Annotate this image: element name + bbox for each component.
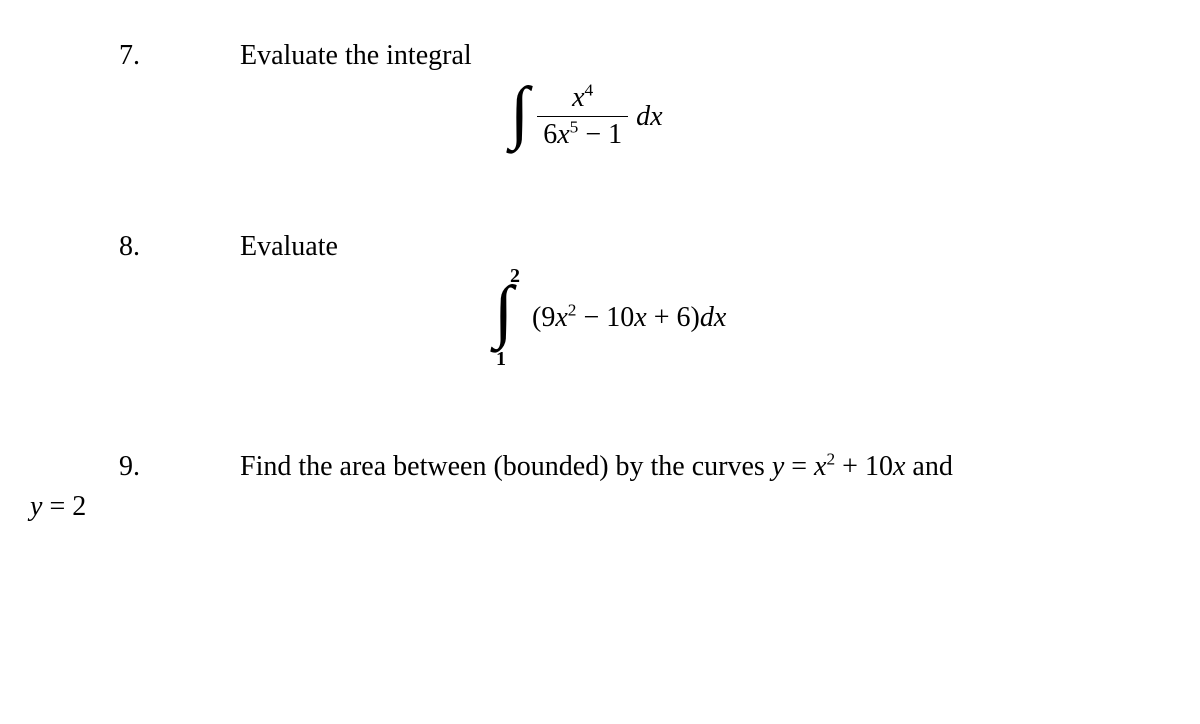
denominator-tail: − 1	[578, 119, 622, 150]
denominator-coef: 6	[543, 119, 557, 150]
denominator-exp: 5	[570, 118, 579, 137]
problem-7-prompt: Evaluate the integral	[240, 40, 472, 72]
body-var1: x	[555, 302, 567, 333]
q9-eq1-y: y	[772, 451, 784, 482]
problem-8-integral: 2 ∫ 1 (9x2 − 10x + 6)dx	[500, 273, 1160, 371]
fraction: x4 6x5 − 1	[537, 82, 628, 151]
q9-line2-y: y	[30, 491, 42, 522]
problem-9-prompt-line: 9. Find the area between (bounded) by th…	[80, 451, 1160, 483]
dx: dx	[700, 302, 726, 333]
body-open: (9	[532, 302, 555, 333]
problem-7-integral: ∫ x4 6x5 − 1 dx	[510, 82, 1160, 151]
integral-sign: ∫	[494, 287, 513, 336]
dx: dx	[636, 101, 662, 133]
integral-sign: ∫	[510, 88, 529, 137]
q9-prefix: Find the area between (bounded) by the c…	[240, 451, 772, 482]
numerator-var: x	[572, 82, 584, 113]
q9-eq1-eq: =	[784, 451, 814, 482]
problem-8-number: 8.	[80, 231, 140, 263]
problem-8-prompt: Evaluate	[240, 231, 338, 263]
q9-eq1-tail: + 10	[835, 451, 893, 482]
denominator-var: x	[557, 119, 569, 150]
problem-7-number: 7.	[80, 40, 140, 72]
q9-eq1-var: x	[814, 451, 826, 482]
problem-7-prompt-line: 7. Evaluate the integral	[80, 40, 1160, 72]
body-tail: + 6)	[647, 302, 700, 333]
problem-9-text: Find the area between (bounded) by the c…	[240, 451, 953, 483]
numerator-exp: 4	[585, 81, 594, 100]
lower-bound: 1	[496, 348, 506, 371]
problem-9-number: 9.	[80, 451, 140, 483]
body-var2: x	[634, 302, 646, 333]
math-problems-page: 7. Evaluate the integral ∫ x4 6x5 − 1 dx	[0, 0, 1200, 583]
integral-bounds: 2 ∫ 1	[500, 273, 520, 363]
q9-eq1-exp: 2	[826, 450, 835, 469]
q9-eq1-var2: x	[893, 451, 905, 482]
fraction-bar	[537, 116, 628, 117]
problem-9: 9. Find the area between (bounded) by th…	[80, 451, 1160, 523]
q9-and: and	[905, 451, 952, 482]
problem-7: 7. Evaluate the integral ∫ x4 6x5 − 1 dx	[80, 40, 1160, 151]
body-mid: − 10	[576, 302, 634, 333]
q9-line2-eq: = 2	[42, 491, 86, 522]
problem-9-line2: y = 2	[30, 491, 1160, 523]
problem-8-prompt-line: 8. Evaluate	[80, 231, 1160, 263]
problem-8: 8. Evaluate 2 ∫ 1 (9x2 − 10x + 6)dx	[80, 231, 1160, 371]
